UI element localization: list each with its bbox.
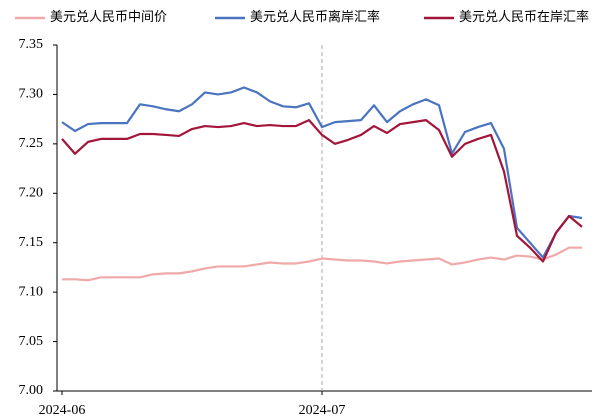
series-line [61, 86, 583, 259]
y-tick-label: 7.20 [19, 186, 44, 201]
legend: 美元兑人民币中间价 美元兑人民币离岸汇率 美元兑人民币在岸汇率 [15, 9, 589, 24]
legend-label: 美元兑人民币离岸汇率 [250, 9, 380, 24]
y-tick-label: 7.15 [19, 235, 44, 250]
axes: 7.00 7.05 7.10 7.15 7.20 7.25 7.30 7.35 2024-06 2… [19, 37, 592, 418]
y-tick-label: 7.35 [19, 37, 44, 52]
legend-label: 美元兑人民币中间价 [50, 9, 167, 24]
plot [61, 86, 583, 282]
y-tick-label: 7.25 [19, 136, 44, 151]
y-tick-label: 7.30 [19, 87, 44, 102]
legend-label: 美元兑人民币在岸汇率 [459, 9, 589, 24]
series-line [61, 119, 583, 263]
x-tick-label: 2024-07 [299, 403, 346, 418]
y-tick-label: 7.10 [19, 284, 44, 299]
y-tick-label: 7.05 [19, 334, 44, 349]
x-tick-label: 2024-06 [39, 403, 86, 418]
series-line [62, 246, 582, 282]
y-tick-label: 7.00 [19, 383, 44, 398]
